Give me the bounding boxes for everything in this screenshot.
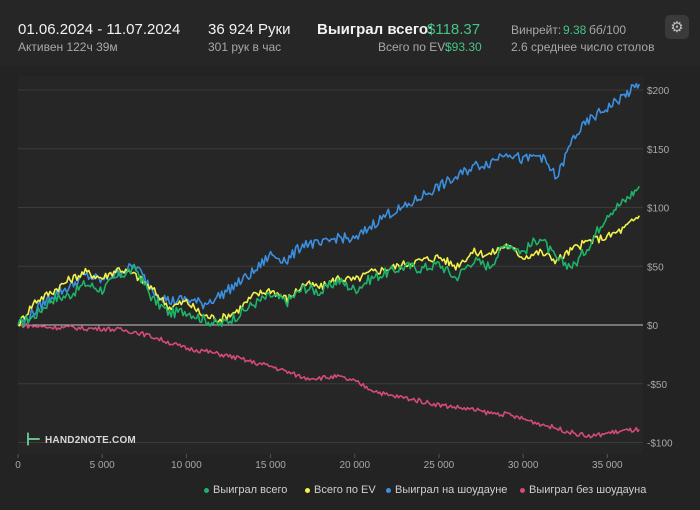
stats-header: 01.06.2024 - 11.07.2024 Активен 122ч 39м… <box>0 0 700 66</box>
x-tick-label: 10 000 <box>171 460 202 471</box>
y-tick-label: $50 <box>647 262 664 273</box>
avg-tables: 2.6 среднее число столов <box>511 40 655 54</box>
legend-label: Выиграл без шоудауна <box>529 484 647 496</box>
y-tick-label: $200 <box>647 86 670 97</box>
y-tick-label: -$100 <box>647 439 673 450</box>
x-tick-label: 30 000 <box>508 460 539 471</box>
legend-dot-icon <box>386 487 391 493</box>
legend-dot-icon <box>520 487 525 493</box>
won-total-value: $118.37 <box>427 21 481 38</box>
legend-dot-icon <box>204 487 209 493</box>
gear-icon[interactable]: ⚙ <box>665 15 689 39</box>
hands-per-hour: 301 рук в час <box>208 40 282 54</box>
y-tick-label: $150 <box>647 145 670 156</box>
legend-item-non-showdown[interactable]: Выиграл без шоудауна <box>520 484 646 496</box>
y-tick-label: -$50 <box>647 380 667 391</box>
legend-label: Выиграл на шоудауне <box>395 484 508 496</box>
winrate-value: 9.38 <box>563 23 587 37</box>
legend-item-ev[interactable]: Всего по EV <box>305 484 376 496</box>
legend-item-won-total[interactable]: Выиграл всего <box>204 484 287 496</box>
x-tick-label: 15 000 <box>255 460 286 471</box>
legend-label: Выиграл всего <box>213 484 288 496</box>
logo-mark-icon: ⊢ <box>26 430 42 449</box>
y-tick-label: $0 <box>647 321 659 332</box>
legend-dot-icon <box>305 487 310 493</box>
logo-text: HAND2NOTE.COM <box>45 435 136 446</box>
y-tick-label: $100 <box>647 204 670 215</box>
x-tick-label: 0 <box>15 460 21 471</box>
x-tick-label: 35 000 <box>592 460 623 471</box>
active-time: Активен 122ч 39м <box>18 40 118 54</box>
ev-total-label: Всего по EV: <box>378 40 449 54</box>
chart-area: $200 $150 $100 $50 $0 -$50 -$100 0 5 000 10 000 15… <box>15 76 673 471</box>
hands-count: 36 924 Руки <box>208 21 291 38</box>
won-total-label: Выиграл всего: <box>317 21 434 38</box>
series-non-showdown <box>17 322 640 439</box>
winrate-unit: бб/100 <box>589 23 627 37</box>
series-showdown <box>17 82 641 326</box>
winrate-label: Винрейт: <box>511 23 562 37</box>
date-range[interactable]: 01.06.2024 - 11.07.2024 <box>18 21 181 38</box>
x-tick-label: 5 000 <box>90 460 115 471</box>
legend-item-showdown[interactable]: Выиграл на шоудауне <box>386 484 507 496</box>
hand2note-logo: ⊢ HAND2NOTE.COM <box>26 430 136 450</box>
x-tick-label: 20 000 <box>339 460 370 471</box>
legend-label: Всего по EV <box>314 484 376 496</box>
x-tick-label: 25 000 <box>424 460 455 471</box>
plot-background <box>18 76 643 454</box>
series-won-total <box>17 185 640 328</box>
ev-total-value: $93.30 <box>445 40 482 54</box>
